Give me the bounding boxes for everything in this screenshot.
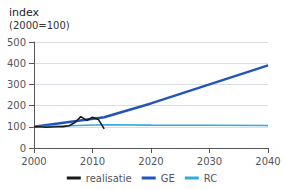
svg-text:realisatie: realisatie [86,173,132,184]
svg-text:2010: 2010 [80,156,105,167]
svg-text:2020: 2020 [138,156,163,167]
svg-text:RC: RC [204,173,217,184]
svg-text:GE: GE [161,173,175,184]
svg-text:500: 500 [7,37,26,48]
svg-text:2030: 2030 [197,156,222,167]
svg-text:400: 400 [7,58,26,69]
svg-text:(2000=100): (2000=100) [9,20,70,31]
svg-text:2040: 2040 [255,156,280,167]
svg-text:0: 0 [20,143,26,154]
svg-text:2000: 2000 [21,156,46,167]
svg-text:300: 300 [7,79,26,90]
svg-text:100: 100 [7,121,26,132]
svg-text:index: index [9,6,40,19]
svg-text:200: 200 [7,100,26,111]
